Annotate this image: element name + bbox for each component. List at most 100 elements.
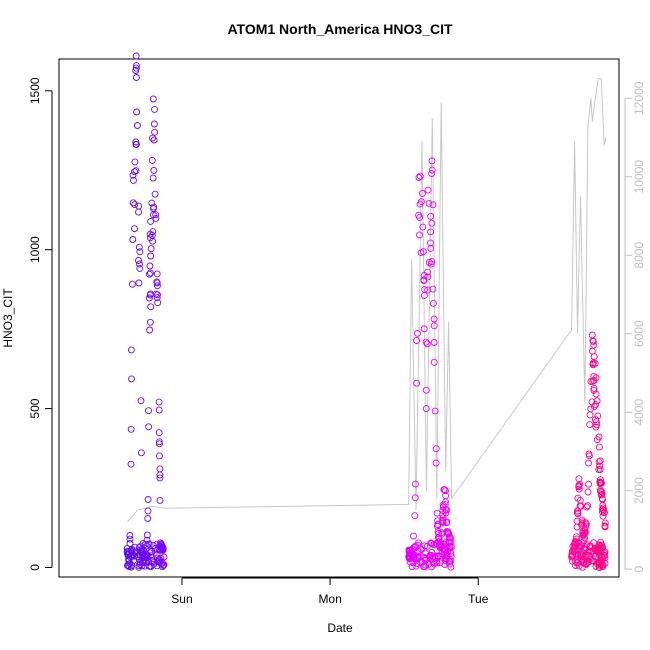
data-point: [135, 243, 143, 251]
data-point: [432, 459, 440, 467]
data-point: [126, 532, 134, 539]
data-point: [581, 529, 589, 537]
data-point: [154, 557, 162, 565]
data-point: [156, 471, 164, 479]
data-point: [420, 325, 428, 333]
data-point: [132, 74, 140, 81]
data-point: [148, 199, 156, 207]
data-point: [590, 386, 598, 394]
data-point: [146, 318, 154, 326]
data-point: [601, 549, 608, 557]
data-point: [415, 539, 422, 547]
data-point: [132, 52, 140, 60]
chart-title: ATOM1 North_America HNO3_CIT: [227, 21, 453, 37]
data-point: [135, 562, 143, 570]
data-point: [135, 208, 142, 216]
right-tick-label: 10000: [632, 160, 646, 194]
data-point: [420, 563, 428, 571]
data-point: [589, 360, 597, 368]
data-point: [446, 538, 454, 546]
data-point: [149, 134, 156, 142]
data-point: [147, 548, 155, 555]
data-point: [575, 481, 583, 489]
data-point: [411, 494, 419, 502]
data-point: [153, 282, 161, 290]
data-point: [420, 291, 428, 299]
data-point: [427, 239, 434, 247]
data-point: [141, 540, 149, 548]
data-point: [584, 488, 592, 496]
data-point: [155, 429, 163, 437]
data-point: [427, 260, 435, 268]
data-point: [439, 514, 447, 522]
data-point: [437, 540, 445, 548]
data-point: [155, 406, 163, 414]
data-point: [583, 503, 591, 511]
data-point: [595, 458, 603, 466]
data-point: [422, 338, 430, 346]
data-point: [127, 425, 135, 433]
data-point: [144, 555, 152, 563]
data-point: [155, 398, 163, 406]
data-point: [145, 541, 153, 549]
data-point: [432, 445, 440, 453]
data-point: [131, 158, 139, 166]
data-point: [132, 67, 140, 74]
data-point: [129, 199, 137, 207]
data-point: [150, 136, 158, 144]
data-point: [151, 128, 159, 136]
data-point: [133, 122, 141, 129]
data-point: [429, 285, 437, 293]
data-point: [145, 270, 153, 278]
data-point: [428, 170, 436, 178]
data-point: [595, 443, 603, 451]
data-point: [581, 534, 588, 542]
data-point: [586, 542, 594, 550]
data-point: [442, 498, 449, 506]
data-point: [429, 555, 437, 563]
data-point: [599, 496, 606, 504]
data-point: [136, 260, 143, 268]
data-point: [126, 540, 134, 547]
data-point: [414, 329, 421, 337]
right-tick-label: 6000: [632, 320, 646, 347]
data-point: [424, 186, 432, 194]
data-point: [596, 480, 604, 488]
data-point: [596, 457, 604, 465]
data-point: [154, 299, 162, 307]
data-point: [427, 212, 435, 220]
data-point: [410, 532, 417, 540]
data-point: [598, 541, 606, 549]
data-point: [411, 480, 419, 488]
data-point: [151, 190, 159, 198]
data-point: [573, 559, 581, 567]
data-point: [442, 505, 450, 513]
data-point: [599, 504, 607, 512]
data-point: [145, 294, 153, 302]
data-point: [425, 199, 433, 207]
data-point: [574, 507, 582, 515]
data-point: [446, 543, 454, 550]
data-point: [156, 496, 164, 504]
y-tick-label: 500: [28, 398, 42, 418]
data-point: [133, 108, 141, 116]
data-point: [582, 522, 590, 530]
data-point: [434, 517, 442, 525]
y-tick-label: 1500: [28, 77, 42, 104]
data-point: [152, 290, 160, 298]
data-point: [584, 502, 592, 510]
data-point: [428, 219, 436, 227]
data-point: [145, 423, 153, 431]
data-point: [442, 487, 449, 495]
data-point: [135, 257, 142, 264]
data-point: [413, 379, 421, 387]
data-point: [586, 411, 594, 419]
data-point: [144, 496, 152, 503]
data-point: [429, 558, 437, 566]
x-axis-label: Date: [327, 621, 353, 635]
data-point: [601, 519, 609, 527]
data-point: [152, 211, 160, 219]
data-point: [156, 474, 164, 482]
data-point: [143, 531, 151, 539]
